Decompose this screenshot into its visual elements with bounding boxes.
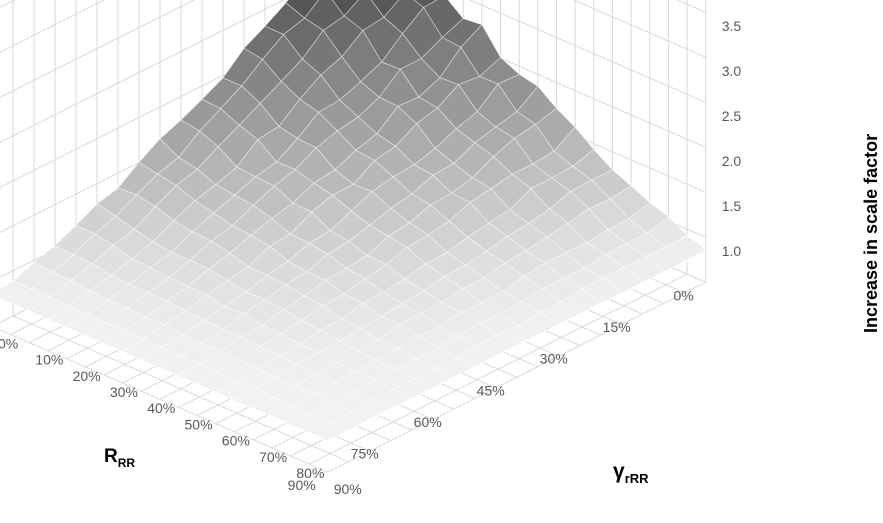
z-tick-label: 1.0 bbox=[722, 243, 742, 259]
x-axis-title: RRR bbox=[104, 446, 135, 470]
floor-gridline bbox=[12, 315, 349, 463]
y-axis-ticks: 0%10%20%30%40%50%60%70%80%90% bbox=[0, 335, 362, 497]
z-tick-label: 3.0 bbox=[722, 63, 742, 79]
surface-skirt bbox=[579, 302, 602, 315]
x-tick-label: 45% bbox=[477, 382, 505, 398]
z-tick-label: 1.5 bbox=[722, 198, 742, 214]
y-tick-label: 0% bbox=[0, 335, 18, 351]
z-axis-ticks: 1.0 1.5 2.0 2.5 3.0 3.5 bbox=[722, 18, 742, 259]
y-tick-label: 40% bbox=[147, 400, 175, 416]
wall-gridline bbox=[0, 0, 706, 143]
surface-skirt bbox=[684, 248, 707, 262]
z-tick-label: 2.0 bbox=[722, 153, 742, 169]
y-tick-label: 80% bbox=[296, 465, 324, 481]
x-tick-label: 60% bbox=[414, 414, 442, 430]
surface-skirt bbox=[474, 355, 497, 368]
y-tick-label: 50% bbox=[185, 416, 213, 432]
x-tick-label: 75% bbox=[351, 446, 379, 462]
floor-gridline bbox=[0, 329, 328, 473]
z-tick-label: 3.5 bbox=[722, 18, 742, 34]
y-tick-label: 60% bbox=[222, 433, 250, 449]
y-tick-label: 20% bbox=[73, 368, 101, 384]
y-tick-label: 10% bbox=[35, 352, 63, 368]
y-tick-label: 30% bbox=[110, 384, 138, 400]
x-tick-label: 90% bbox=[288, 477, 316, 493]
y-tick-label: 90% bbox=[334, 481, 362, 497]
wall-gridline bbox=[0, 0, 706, 98]
x-tick-label: 15% bbox=[603, 319, 631, 335]
z-tick-label: 2.5 bbox=[722, 108, 742, 124]
x-axis-ticks: 0% 15% 30% 45% 60% 75% 90% bbox=[288, 287, 694, 493]
surface-plot bbox=[0, 0, 707, 442]
x-tick-label: 30% bbox=[540, 351, 568, 367]
surface-skirt bbox=[327, 429, 349, 441]
x-tick-label: 0% bbox=[673, 287, 693, 303]
z-axis-title: Increase in scale factor bbox=[861, 134, 881, 333]
y-tick-label: 70% bbox=[259, 449, 287, 465]
surface-skirt bbox=[369, 408, 392, 420]
y-axis-title: γrRR bbox=[613, 460, 649, 486]
